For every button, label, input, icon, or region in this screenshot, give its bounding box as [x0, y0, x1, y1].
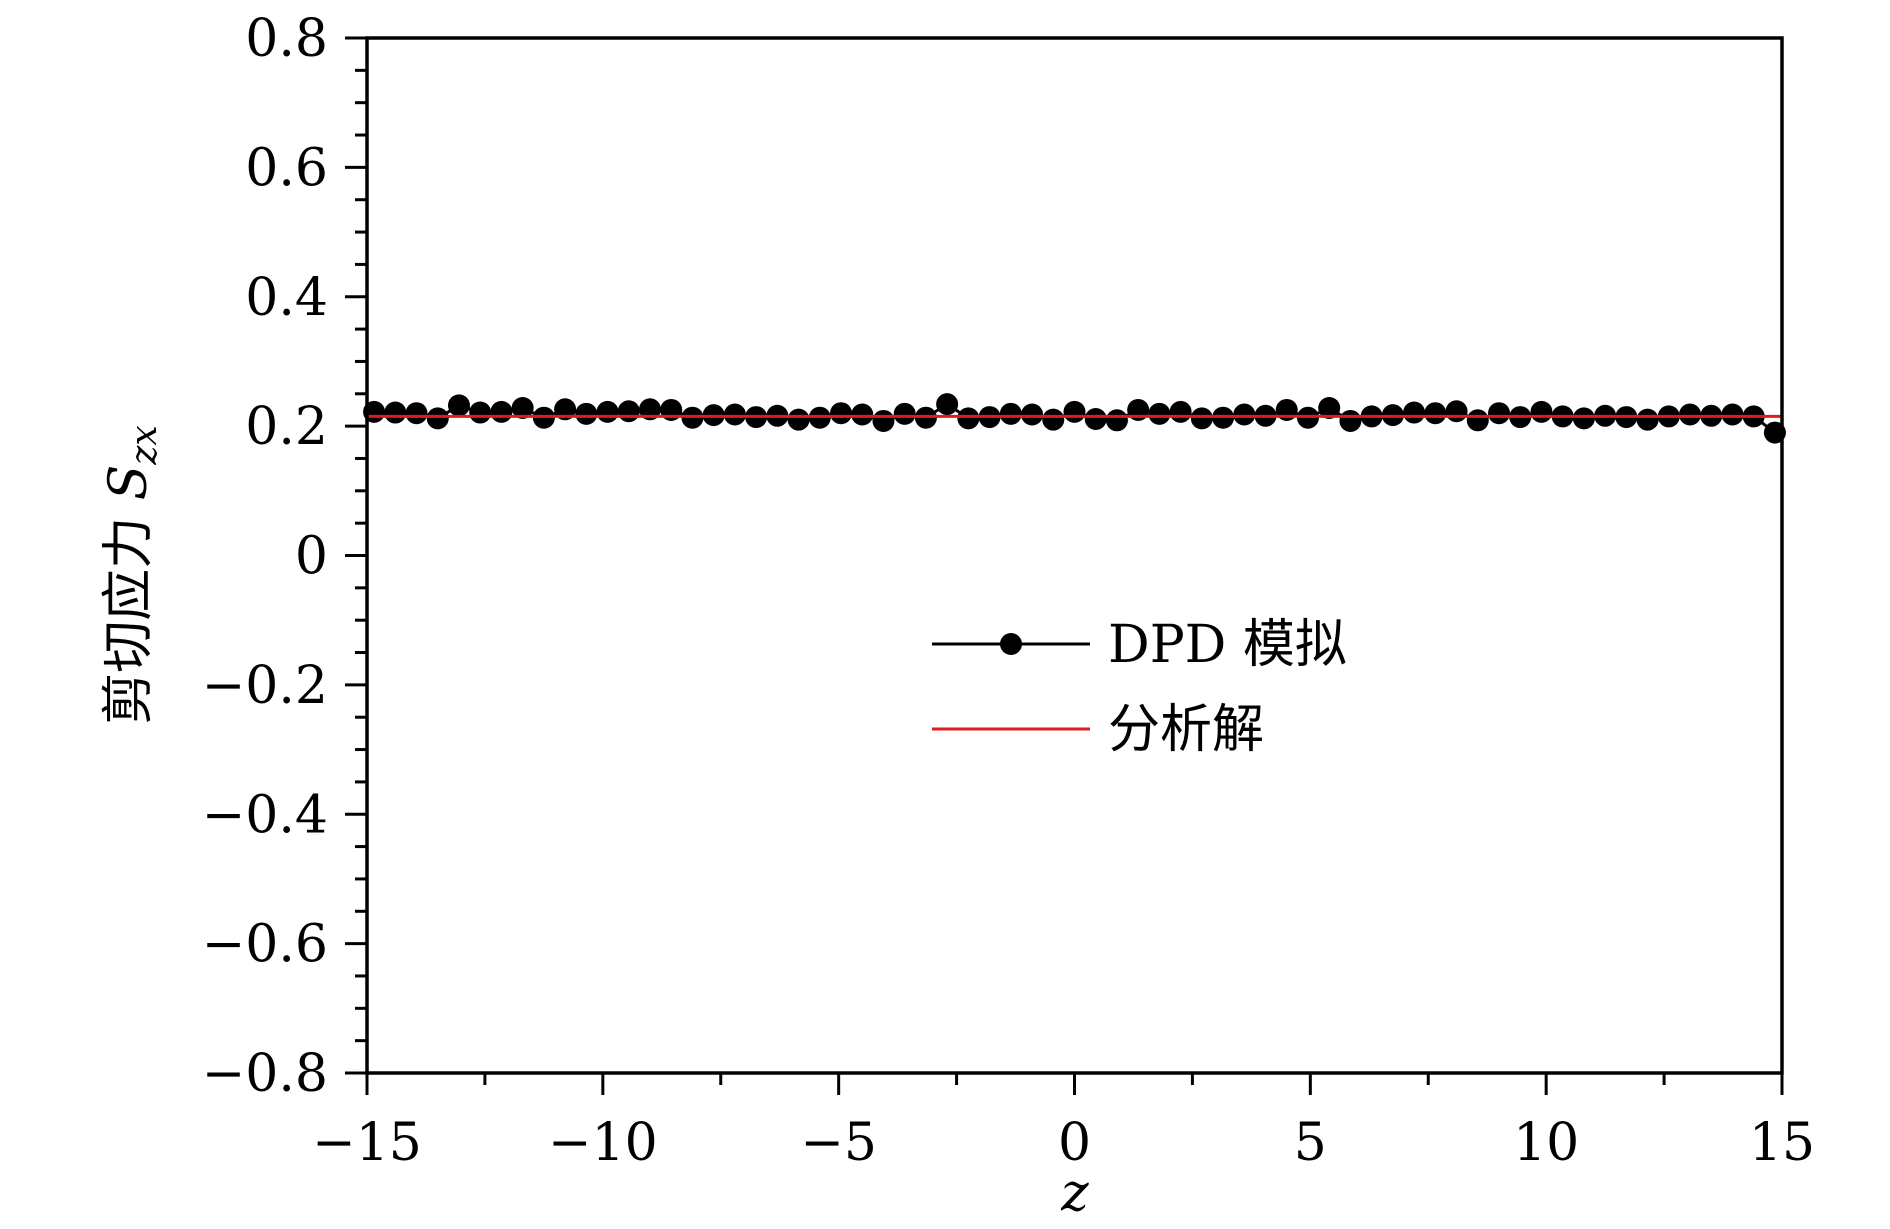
dpd-data-point: [1105, 409, 1128, 432]
dpd-data-point: [384, 401, 407, 424]
dpd-data-point: [872, 409, 895, 432]
plot-frame: [365, 36, 1784, 1075]
dpd-data-point: [1021, 403, 1044, 426]
y-tick-label: 0.8: [245, 9, 328, 69]
y-tick-label: 0.4: [245, 268, 328, 328]
y-axis-label-text: 剪切应力: [99, 517, 159, 725]
y-tick-label: −0.6: [202, 915, 328, 975]
axis-ticks: [345, 36, 1784, 1095]
dpd-data-point: [893, 402, 916, 425]
legend-dpd-label: DPD 模拟: [1108, 615, 1347, 675]
dpd-data-point: [787, 408, 810, 431]
dpd-data-point: [1466, 409, 1489, 432]
dpd-data-point: [1530, 400, 1553, 423]
dpd-data-point: [723, 403, 746, 426]
x-tick-label: 0: [1058, 1113, 1091, 1173]
dpd-data-point: [1339, 409, 1362, 432]
dpd-data-point: [851, 403, 874, 426]
dpd-data-point: [999, 402, 1022, 425]
legend-analytic-label: 分析解: [1108, 700, 1264, 760]
dpd-data-point: [1190, 407, 1213, 430]
y-tick-label: 0.6: [245, 138, 328, 198]
dpd-data-point: [639, 398, 661, 421]
y-axis-label-subscript: zx: [124, 425, 165, 465]
dpd-data-point: [554, 398, 577, 421]
dpd-data-point: [1148, 402, 1171, 425]
y-tick-label: 0: [295, 527, 328, 587]
dpd-data-point: [1063, 400, 1086, 423]
y-axis-label: 剪切应力 Szx: [99, 425, 165, 724]
y-tick-label: −0.2: [202, 656, 328, 716]
dpd-data-point: [1679, 403, 1702, 426]
x-tick-label: 15: [1749, 1113, 1815, 1173]
y-tick-label: 0.2: [245, 397, 328, 457]
y-axis-label-symbol: S: [99, 465, 159, 501]
dpd-data-point: [1042, 408, 1065, 431]
dpd-data-point: [1233, 403, 1256, 426]
dpd-data-point: [1169, 400, 1192, 423]
y-tick-label: −0.8: [202, 1044, 328, 1104]
dpd-data-point: [405, 402, 428, 425]
dpd-data-point: [1636, 408, 1659, 431]
dpd-data-point: [575, 402, 598, 425]
dpd-data-point: [1318, 397, 1341, 420]
tick-labels: 0.8 0.6 0.4 0.2 0 −0.2 −0.4 −0.6 −0.8 −15 −10 −5 0 5 1…: [202, 9, 1815, 1173]
dpd-data-point: [426, 407, 449, 430]
dpd-data-point: [596, 400, 619, 423]
dpd-data-point: [469, 401, 492, 424]
dpd-data-point: [1488, 402, 1510, 425]
dpd-data-point: [1403, 401, 1426, 424]
legend: DPD 模拟 分析解: [932, 615, 1347, 760]
dpd-data-point: [617, 400, 640, 423]
dpd-data-point: [511, 397, 534, 420]
series-layer: [363, 393, 1786, 444]
dpd-data-point: [936, 393, 959, 416]
x-tick-label: −15: [312, 1113, 422, 1173]
x-tick-label: −10: [548, 1113, 658, 1173]
x-tick-label: 10: [1513, 1113, 1579, 1173]
y-tick-label: −0.4: [202, 785, 328, 845]
dpd-data-point: [1084, 408, 1107, 431]
x-tick-label: −5: [800, 1113, 877, 1173]
legend-dpd-marker: [1000, 633, 1022, 655]
x-tick-label: 5: [1294, 1113, 1327, 1173]
x-axis-label: z: [1060, 1163, 1089, 1223]
dpd-data-point: [1572, 407, 1595, 430]
dpd-data-point: [1424, 402, 1447, 425]
dpd-data-point: [1445, 400, 1468, 423]
dpd-data-point: [957, 407, 980, 430]
dpd-data-point: [490, 400, 513, 423]
dpd-data-point: [830, 402, 853, 425]
dpd-data-point: [1721, 403, 1744, 426]
dpd-data-point: [447, 394, 470, 417]
